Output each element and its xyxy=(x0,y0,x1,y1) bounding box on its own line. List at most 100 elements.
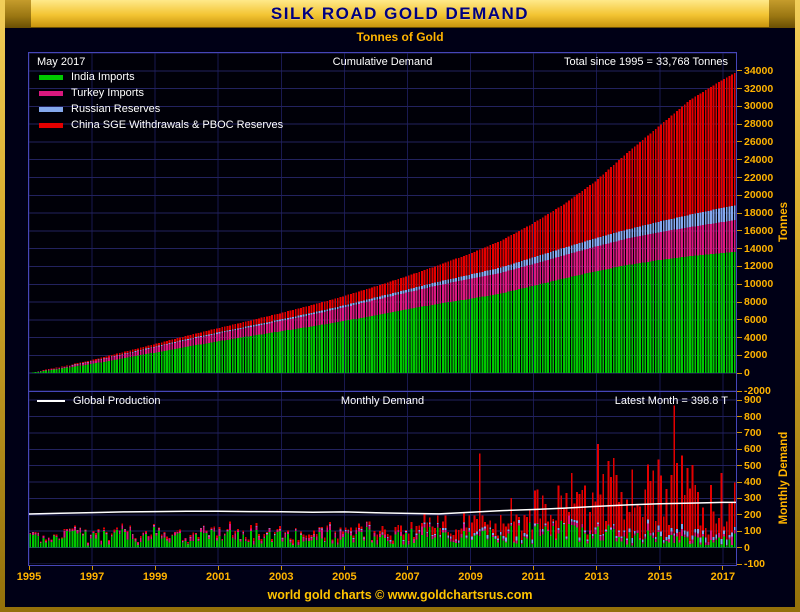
y-axis-label-lower-tick xyxy=(737,399,742,401)
y-axis-label-upper-tick xyxy=(737,105,742,107)
x-axis-label: 2003 xyxy=(269,571,294,583)
y-axis-label-lower-tick xyxy=(737,432,742,434)
y-axis-label-upper-tick xyxy=(737,159,742,161)
x-axis-tick xyxy=(406,566,408,570)
cumulative-demand-panel: May 2017 Cumulative Demand Total since 1… xyxy=(28,52,737,392)
production-legend-label: Global Production xyxy=(73,395,161,407)
y-axis-label-lower: 400 xyxy=(744,476,762,489)
y-axis-label-upper: 18000 xyxy=(744,207,774,220)
y-axis-label-upper: 34000 xyxy=(744,64,774,77)
y-axis-label-lower: 700 xyxy=(744,426,762,439)
total-label: Total since 1995 = 33,768 Tonnes xyxy=(563,56,728,68)
y-axis-label-upper-tick xyxy=(737,141,742,143)
legend-label: Turkey Imports xyxy=(71,87,144,99)
x-axis-label: 1995 xyxy=(16,571,42,583)
x-axis-tick xyxy=(280,566,282,570)
legend-swatch xyxy=(39,122,63,128)
y-axis-label-upper: 24000 xyxy=(744,153,774,166)
y-axis-label-upper-tick xyxy=(737,337,742,339)
latest-month-label: Latest Month = 398.8 T xyxy=(614,395,728,407)
x-axis-tick xyxy=(659,566,661,570)
production-legend: Global Production xyxy=(37,395,160,407)
series-legend: India Imports Turkey Imports Russian Reser… xyxy=(39,69,283,133)
upper-panel-title: Cumulative Demand xyxy=(332,56,433,68)
y-axis-label-lower-tick xyxy=(737,465,742,467)
y-axis-label-upper-tick xyxy=(737,177,742,179)
y-axis-label-lower: 600 xyxy=(744,443,762,456)
legend-label: India Imports xyxy=(71,71,135,83)
x-axis-label: 2005 xyxy=(332,571,357,583)
y-axis-label-upper-tick xyxy=(737,230,742,232)
legend-swatch xyxy=(39,90,63,96)
chart-canvas: Tonnes of Gold May 2017 Cumulative Deman… xyxy=(5,28,795,607)
y-axis-label-upper-tick xyxy=(737,265,742,267)
y-axis-label-lower: 200 xyxy=(744,508,762,521)
y-axis-label-lower-tick xyxy=(737,448,742,450)
x-axis-tick xyxy=(343,566,345,570)
legend-swatch xyxy=(39,106,63,112)
y-axis-label-lower: 100 xyxy=(744,525,762,538)
y-axis-label-upper: 28000 xyxy=(744,118,774,131)
y-axis-label-lower: 800 xyxy=(744,410,762,423)
lower-panel-title: Monthly Demand xyxy=(340,395,425,407)
y-axis-label-upper-tick xyxy=(737,248,742,250)
y-axis-label-upper: -2000 xyxy=(744,385,771,397)
x-axis-label: 2007 xyxy=(395,571,420,583)
y-axis-label-upper: 14000 xyxy=(744,242,774,255)
legend-item: Russian Reserves xyxy=(39,101,283,117)
x-axis-label: 2017 xyxy=(710,571,736,583)
date-label: May 2017 xyxy=(37,56,86,68)
title-bar: SILK ROAD GOLD DEMAND xyxy=(5,0,795,28)
x-axis-tick xyxy=(470,566,472,570)
monthly-demand-chart xyxy=(29,392,736,564)
y-axis-label-lower-tick xyxy=(737,416,742,418)
y-axis-label-lower: 900 xyxy=(744,394,762,407)
y-axis-label-lower-tick xyxy=(737,481,742,483)
legend-label: China SGE Withdrawals & PBOC Reserves xyxy=(71,119,284,131)
x-axis-tick xyxy=(217,566,219,570)
legend-swatch xyxy=(39,74,63,80)
x-axis-label: 2009 xyxy=(458,571,483,583)
monthly-demand-panel: Global Production Monthly Demand Latest … xyxy=(28,391,737,566)
y-axis-label-upper-tick xyxy=(737,283,742,285)
y-axis-label-upper-tick xyxy=(737,212,742,214)
legend-label: Russian Reserves xyxy=(71,103,161,115)
x-axis-tick xyxy=(596,566,598,570)
y-axis-label-upper-tick xyxy=(737,301,742,303)
y-axis-label-upper: 32000 xyxy=(744,82,774,95)
x-axis-label: 2001 xyxy=(205,571,231,583)
x-axis-tick xyxy=(28,566,30,570)
y-axis-label-upper-tick xyxy=(737,390,742,392)
cumulative-demand-chart xyxy=(29,53,736,391)
y-axis-label-upper: 6000 xyxy=(744,313,768,326)
x-axis-tick xyxy=(533,566,535,570)
x-axis-label: 1997 xyxy=(79,571,105,583)
y-axis-label-upper: 26000 xyxy=(744,135,774,148)
legend-item: China SGE Withdrawals & PBOC Reserves xyxy=(39,117,283,133)
y-axis-label-lower-tick xyxy=(737,530,742,532)
y-axis-label-lower-tick xyxy=(737,563,742,565)
y-axis-label-upper: 4000 xyxy=(744,331,768,344)
y-axis-label-lower-tick xyxy=(737,547,742,549)
y-axis-label-lower-tick xyxy=(737,514,742,516)
y-axis-label-upper: 2000 xyxy=(744,349,768,362)
x-axis-label: 2011 xyxy=(521,571,546,583)
y-axis-label-lower-tick xyxy=(737,497,742,499)
y-axis-label-upper: 20000 xyxy=(744,189,774,202)
y-axis-label-upper: 10000 xyxy=(744,278,774,291)
x-axis-label: 2015 xyxy=(647,571,672,583)
y-axis-label-upper-tick xyxy=(737,123,742,125)
y-axis-label-lower: 500 xyxy=(744,459,762,472)
chart-title: SILK ROAD GOLD DEMAND xyxy=(270,3,530,23)
y-axis-label-lower: -100 xyxy=(744,558,766,570)
y-axis-label-upper: 0 xyxy=(744,367,750,380)
y-axis-label-upper: 16000 xyxy=(744,224,774,237)
x-axis-tick xyxy=(91,566,93,570)
y-axis-label-upper-tick xyxy=(737,70,742,72)
y-axis-label-upper-tick xyxy=(737,194,742,196)
chart-subtitle: Tonnes of Gold xyxy=(356,30,444,44)
x-axis-tick xyxy=(154,566,156,570)
y-axis-label-upper-tick xyxy=(737,88,742,90)
x-axis-label: 1999 xyxy=(142,571,168,583)
